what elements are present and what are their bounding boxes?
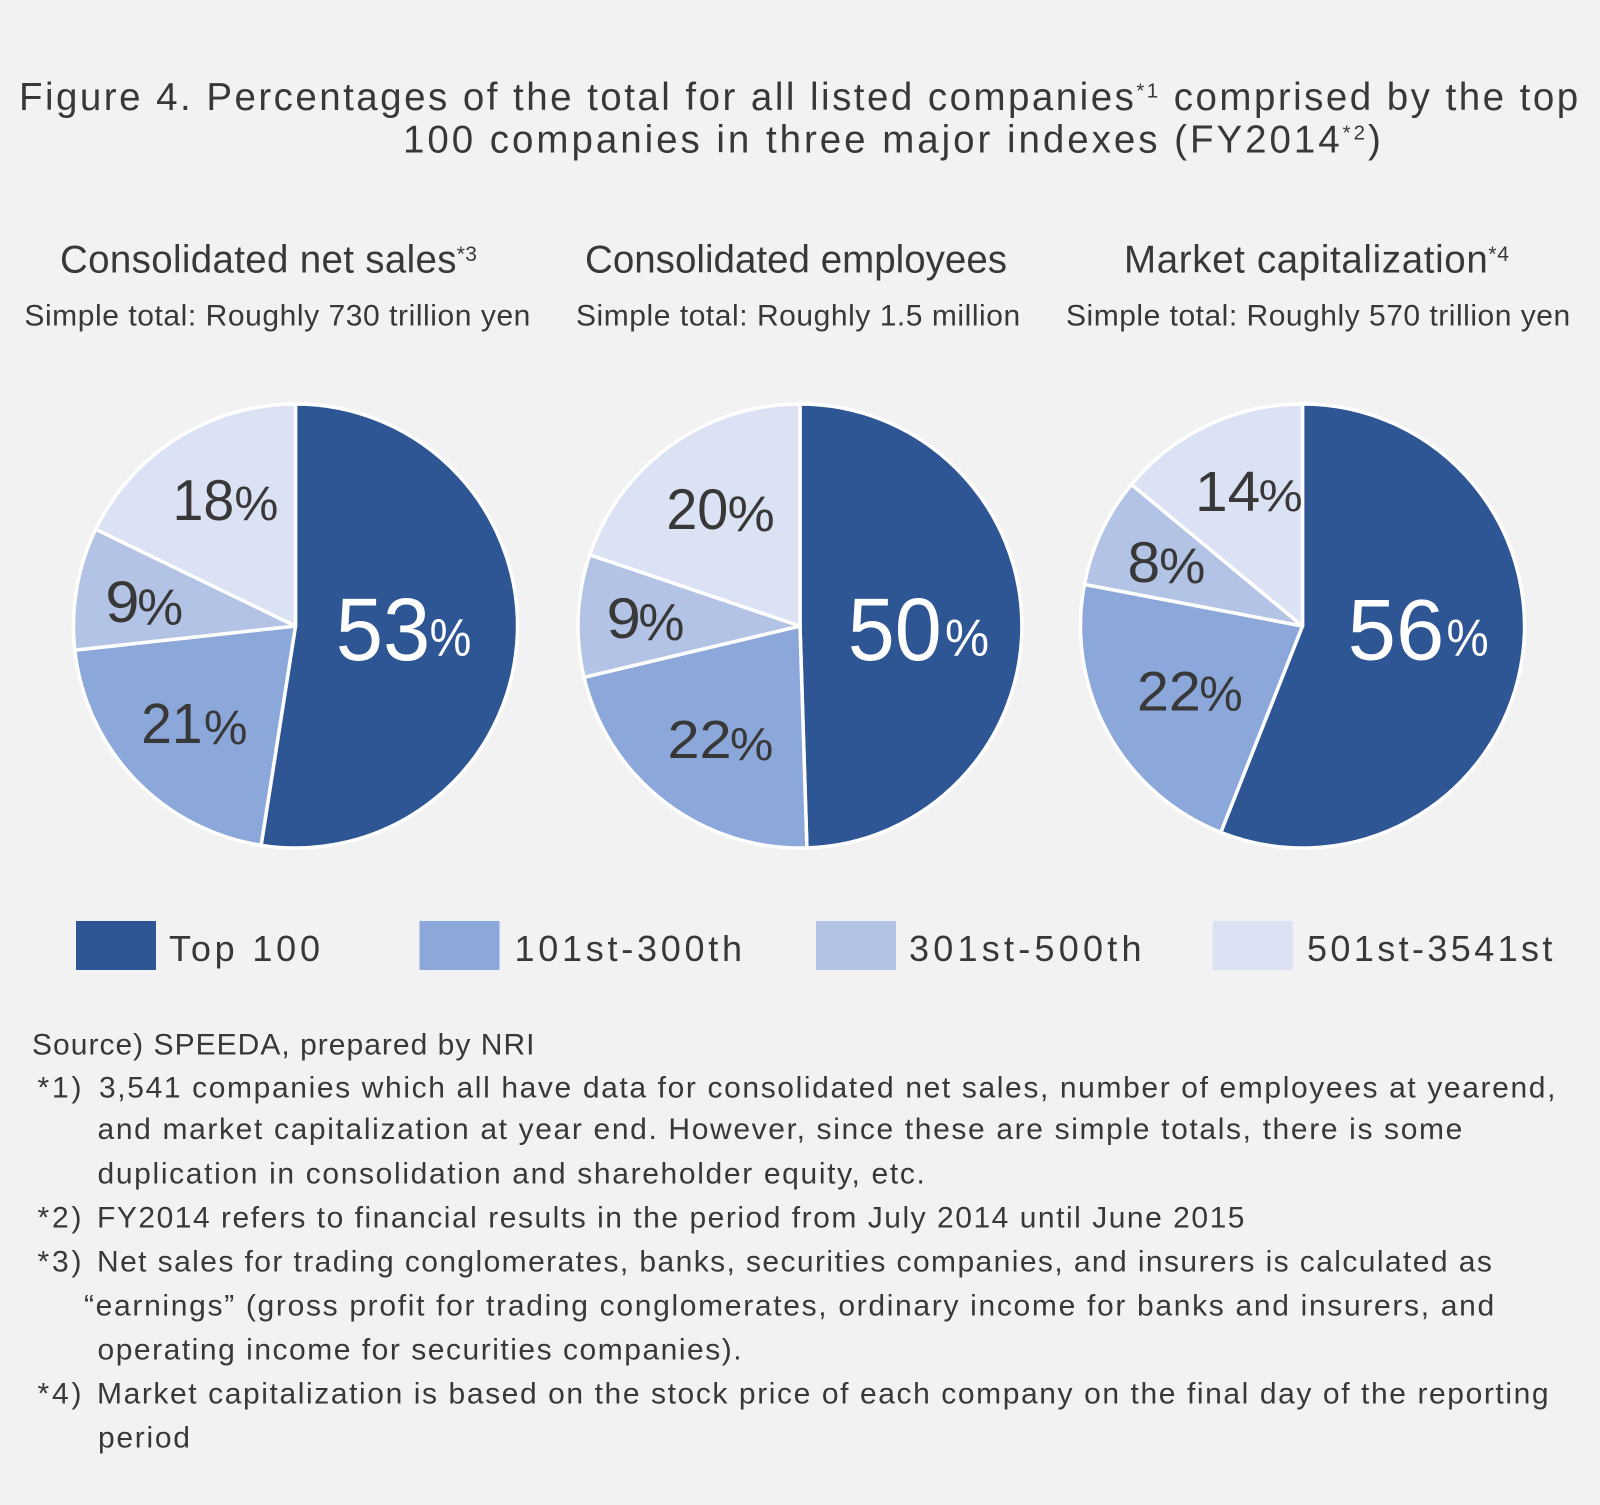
svg-text:Market capitalization is based: Market capitalization is based on the st…: [97, 1378, 1550, 1411]
svg-text:%: %: [204, 701, 248, 755]
svg-text:50: 50: [848, 581, 942, 679]
svg-text:3,541 companies which all have: 3,541 companies which all have data for …: [99, 1072, 1557, 1105]
svg-text:53: 53: [336, 580, 431, 679]
svg-text:*2): *2): [38, 1202, 85, 1235]
svg-text:%: %: [137, 577, 183, 635]
svg-text:FY2014 refers to financial res: FY2014 refers to financial results in th…: [97, 1202, 1246, 1235]
svg-text:%: %: [430, 608, 472, 667]
svg-text:%: %: [1447, 608, 1489, 667]
svg-text:Simple total: Roughly 570 tril: Simple total: Roughly 570 trillion yen: [1066, 299, 1571, 332]
svg-text:and market capitalization at y: and market capitalization at year end. H…: [98, 1113, 1464, 1146]
svg-text:operating income for securitie: operating income for securities companie…: [98, 1334, 744, 1367]
svg-text:9: 9: [607, 586, 641, 650]
svg-text:Figure 4. Percentages of the t: Figure 4. Percentages of the total for a…: [19, 76, 1581, 119]
svg-text:101st-300th: 101st-300th: [515, 928, 746, 969]
svg-text:%: %: [638, 594, 684, 652]
svg-text:22: 22: [1137, 661, 1201, 723]
svg-text:Simple total: Roughly 1.5 mill: Simple total: Roughly 1.5 million: [576, 299, 1021, 332]
svg-text:“earnings” (gross profit for t: “earnings” (gross profit for trading con…: [84, 1290, 1496, 1323]
svg-text:Net sales for trading conglome: Net sales for trading conglomerates, ban…: [97, 1246, 1493, 1279]
svg-text:9: 9: [105, 570, 139, 635]
svg-text:8: 8: [1127, 532, 1160, 595]
svg-text:100 companies in three major i: 100 companies in three major indexes (FY…: [403, 118, 1384, 161]
svg-text:21: 21: [141, 692, 202, 755]
svg-text:%: %: [1259, 471, 1303, 521]
svg-text:period: period: [98, 1422, 192, 1455]
svg-text:Top 100: Top 100: [169, 928, 324, 969]
svg-text:14: 14: [1195, 461, 1260, 524]
svg-text:%: %: [945, 608, 989, 666]
svg-text:*1): *1): [38, 1072, 85, 1105]
svg-text:%: %: [1199, 668, 1242, 722]
svg-text:%: %: [728, 485, 775, 541]
svg-text:*3): *3): [38, 1246, 85, 1279]
svg-text:Consolidated net sales*3: Consolidated net sales*3: [60, 239, 477, 282]
svg-text:Source) SPEEDA, prepared by NR: Source) SPEEDA, prepared by NRI: [32, 1029, 536, 1062]
svg-text:duplication in consolidation a: duplication in consolidation and shareho…: [98, 1158, 927, 1191]
svg-text:Simple total: Roughly 730 tril: Simple total: Roughly 730 trillion yen: [24, 299, 531, 332]
svg-text:*4): *4): [38, 1378, 85, 1411]
svg-text:20: 20: [666, 478, 728, 542]
svg-text:501st-3541st: 501st-3541st: [1307, 928, 1556, 969]
svg-text:301st-500th: 301st-500th: [909, 928, 1146, 969]
svg-text:%: %: [234, 478, 278, 531]
svg-text:Market capitalization*4: Market capitalization*4: [1124, 239, 1510, 282]
svg-text:18: 18: [172, 468, 234, 532]
svg-text:%: %: [1159, 538, 1205, 594]
svg-text:56: 56: [1348, 583, 1445, 679]
svg-text:22: 22: [668, 709, 732, 770]
svg-text:%: %: [730, 719, 773, 771]
svg-text:Consolidated employees: Consolidated employees: [585, 239, 1007, 282]
